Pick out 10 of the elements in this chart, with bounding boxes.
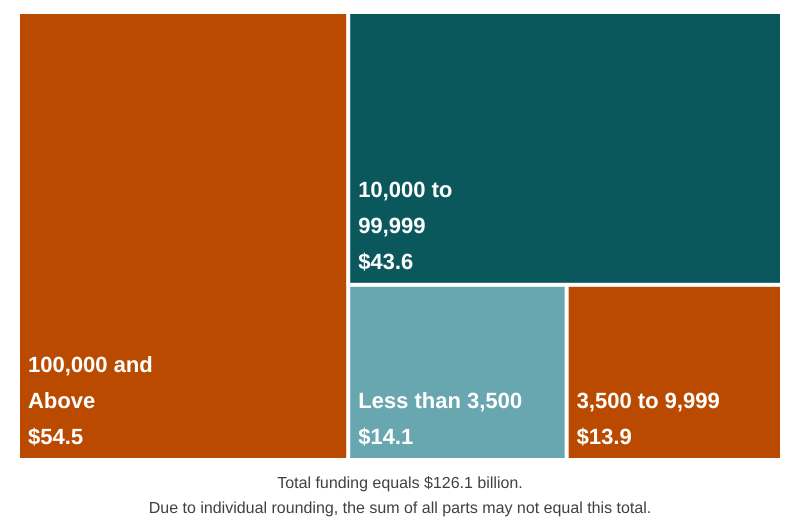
data-label: $13.9 [576,424,632,449]
text: Total funding equals $126.1 billion. [277,475,523,492]
data-label: $43.6 [358,248,414,274]
category-label: 10,000 to 99,999 [358,176,452,238]
category-label: Less than 3,500 [358,388,522,413]
text: Due to individual rounding, the sum of all parts may not equal this total. [148,500,652,517]
data-label: $54.5 [28,424,84,449]
data-label: $14.1 [358,424,414,449]
category-label: 100,000 and Above [28,352,153,413]
category-label: 3,500 to 9,999 [576,388,720,413]
